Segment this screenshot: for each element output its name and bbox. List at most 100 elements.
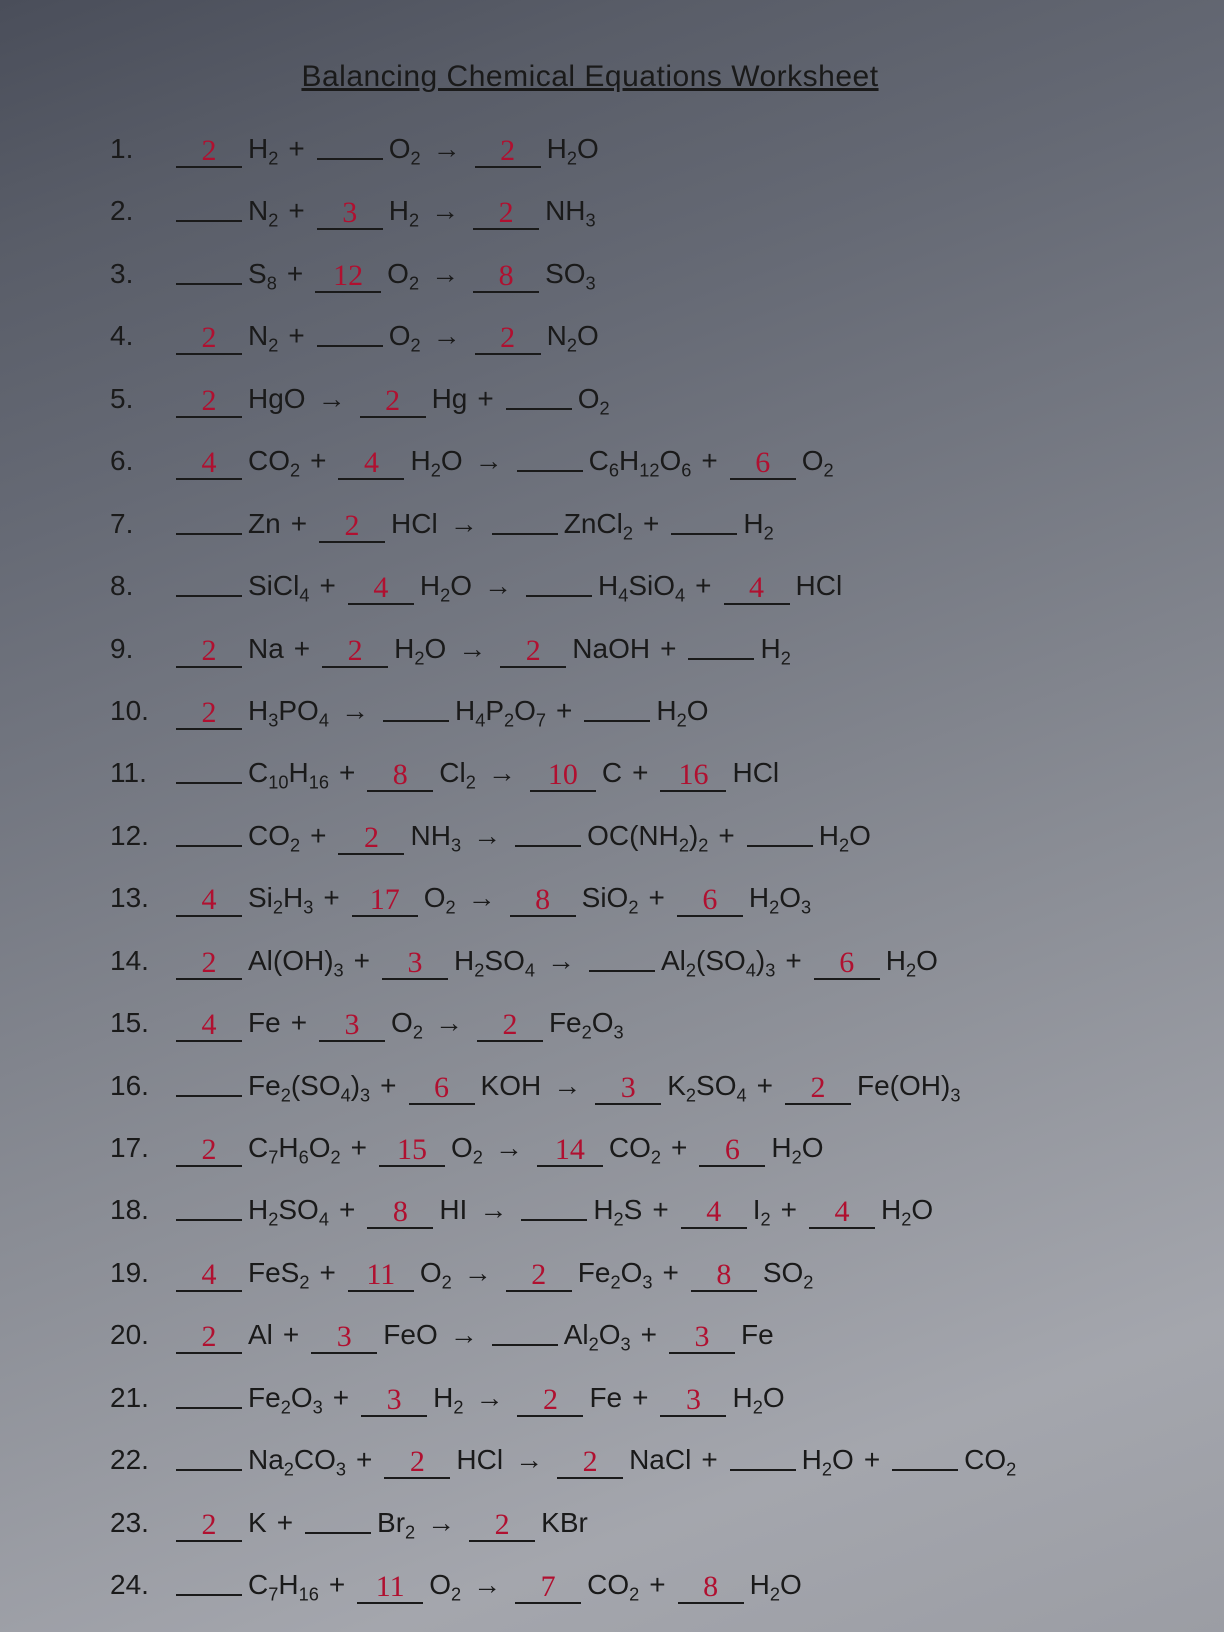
coefficient-blank[interactable]: 3 [669, 1322, 735, 1354]
coefficient-blank[interactable]: 2 [475, 136, 541, 168]
coefficient-blank[interactable]: 3 [319, 1010, 385, 1042]
coefficient-blank[interactable]: 3 [660, 1385, 726, 1417]
coefficient-blank[interactable] [383, 720, 449, 722]
species-formula: NH3 [410, 819, 461, 857]
coefficient-blank[interactable] [688, 658, 754, 660]
coefficient-blank[interactable]: 6 [730, 448, 796, 480]
coefficient-blank[interactable]: 4 [176, 1010, 242, 1042]
coefficient-blank[interactable] [589, 970, 655, 972]
coefficient-blank[interactable] [747, 845, 813, 847]
coefficient-blank[interactable]: 4 [176, 885, 242, 917]
coefficient-blank[interactable]: 8 [367, 1197, 433, 1229]
coefficient-blank[interactable]: 2 [785, 1073, 851, 1105]
plus-operator: + [288, 132, 304, 166]
coefficient-blank[interactable]: 6 [699, 1135, 765, 1167]
coefficient-blank[interactable]: 2 [473, 198, 539, 230]
coefficient-blank[interactable]: 6 [814, 948, 880, 980]
coefficient-blank[interactable]: 4 [724, 573, 790, 605]
coefficient-blank[interactable] [176, 595, 242, 597]
coefficient-blank[interactable]: 3 [361, 1385, 427, 1417]
coefficient-blank[interactable] [492, 1344, 558, 1346]
coefficient-blank[interactable]: 2 [469, 1510, 535, 1542]
coefficient-blank[interactable]: 2 [176, 136, 242, 168]
coefficient-blank[interactable]: 8 [691, 1260, 757, 1292]
coefficient-blank[interactable]: 2 [176, 323, 242, 355]
coefficient-blank[interactable]: 2 [477, 1010, 543, 1042]
coefficient-blank[interactable]: 3 [317, 198, 383, 230]
coefficient-blank[interactable]: 8 [473, 261, 539, 293]
coefficient-blank[interactable]: 2 [500, 636, 566, 668]
coefficient-blank[interactable] [176, 1407, 242, 1409]
coefficient-blank[interactable]: 2 [176, 386, 242, 418]
coefficient-blank[interactable]: 2 [176, 698, 242, 730]
coefficient-blank[interactable] [492, 533, 558, 535]
coefficient-blank[interactable] [892, 1469, 958, 1471]
coefficient-blank[interactable]: 4 [176, 1260, 242, 1292]
coefficient-blank[interactable] [730, 1469, 796, 1471]
coefficient-blank[interactable]: 2 [322, 636, 388, 668]
coefficient-blank[interactable]: 17 [352, 885, 418, 917]
coefficient-blank[interactable] [317, 345, 383, 347]
species-formula: H2S [593, 1193, 642, 1231]
coefficient-blank[interactable]: 2 [176, 1135, 242, 1167]
coefficient-blank[interactable]: 2 [517, 1385, 583, 1417]
coefficient-blank[interactable]: 12 [315, 261, 381, 293]
coefficient-blank[interactable]: 7 [515, 1572, 581, 1604]
coefficient-blank[interactable]: 14 [537, 1135, 603, 1167]
worksheet-page: Balancing Chemical Equations Worksheet 1… [0, 0, 1224, 1632]
coefficient-blank[interactable]: 11 [357, 1572, 423, 1604]
coefficient-blank[interactable] [176, 1219, 242, 1221]
coefficient-blank[interactable]: 2 [319, 511, 385, 543]
coefficient-blank[interactable] [176, 533, 242, 535]
coefficient-blank[interactable]: 3 [382, 948, 448, 980]
coefficient-blank[interactable]: 16 [660, 760, 726, 792]
coefficient-blank[interactable]: 2 [176, 636, 242, 668]
coefficient-blank[interactable]: 2 [176, 1322, 242, 1354]
coefficient-blank[interactable]: 2 [506, 1260, 572, 1292]
coefficient-blank[interactable] [515, 845, 581, 847]
coefficient-blank[interactable] [176, 1095, 242, 1097]
coefficient-blank[interactable] [517, 470, 583, 472]
coefficient-blank[interactable] [176, 283, 242, 285]
coefficient-blank[interactable]: 10 [530, 760, 596, 792]
coefficient-blank[interactable] [526, 595, 592, 597]
coefficient-blank[interactable]: 15 [379, 1135, 445, 1167]
species-formula: H2 [433, 1381, 463, 1419]
coefficient-blank[interactable] [176, 220, 242, 222]
coefficient-blank[interactable] [506, 408, 572, 410]
coefficient-blank[interactable] [176, 1469, 242, 1471]
coefficient-blank[interactable]: 2 [557, 1447, 623, 1479]
coefficient-blank[interactable]: 8 [367, 760, 433, 792]
coefficient-blank[interactable] [176, 1594, 242, 1596]
coefficient-blank[interactable] [305, 1532, 371, 1534]
coefficient-blank[interactable]: 8 [510, 885, 576, 917]
coefficient-blank[interactable]: 2 [384, 1447, 450, 1479]
coefficient-blank[interactable]: 2 [475, 323, 541, 355]
plus-operator: + [556, 694, 572, 728]
coefficient-blank[interactable]: 2 [176, 1510, 242, 1542]
coefficient-blank[interactable]: 3 [595, 1073, 661, 1105]
coefficient-blank[interactable]: 2 [338, 823, 404, 855]
coefficient-blank[interactable]: 6 [409, 1073, 475, 1105]
coefficient-blank[interactable]: 4 [338, 448, 404, 480]
coefficient-blank[interactable]: 6 [677, 885, 743, 917]
coefficient-blank[interactable] [671, 533, 737, 535]
coefficient-blank[interactable]: 4 [348, 573, 414, 605]
coefficient-blank[interactable]: 3 [311, 1322, 377, 1354]
coefficient-blank[interactable] [521, 1219, 587, 1221]
coefficient-blank[interactable]: 2 [176, 948, 242, 980]
species-formula: K2SO4 [667, 1069, 746, 1107]
coefficient-blank[interactable]: 4 [681, 1197, 747, 1229]
coefficient-blank[interactable]: 8 [678, 1572, 744, 1604]
coefficient-blank[interactable]: 2 [360, 386, 426, 418]
coefficient-blank[interactable]: 4 [176, 448, 242, 480]
coefficient-blank[interactable]: 4 [809, 1197, 875, 1229]
coefficient-blank[interactable] [176, 782, 242, 784]
coefficient-blank[interactable]: 11 [348, 1260, 414, 1292]
coefficient-blank[interactable] [584, 720, 650, 722]
plus-operator: + [701, 1443, 717, 1477]
coefficient-blank[interactable] [176, 845, 242, 847]
arrow-icon: → [431, 194, 459, 228]
coefficient-blank[interactable] [317, 158, 383, 160]
arrow-icon: → [433, 319, 461, 353]
